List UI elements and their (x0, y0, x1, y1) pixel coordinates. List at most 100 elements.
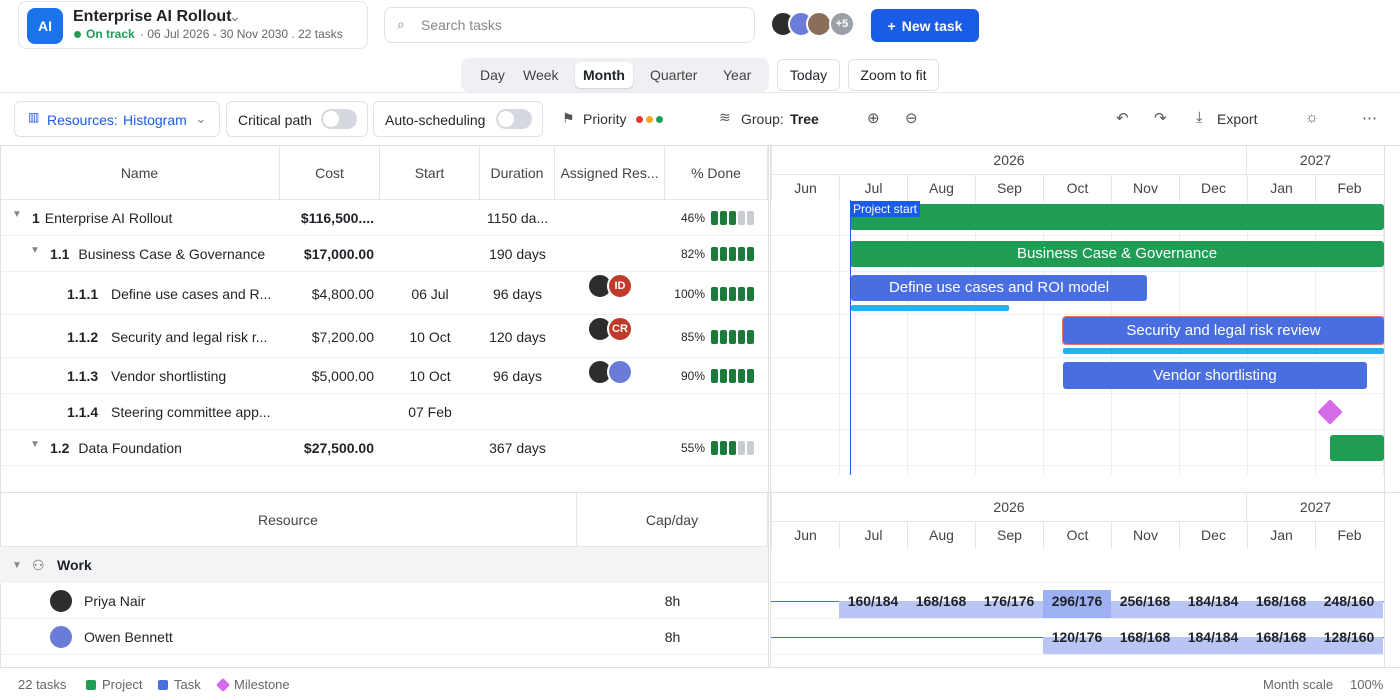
resource-avatar (48, 624, 74, 650)
progress-segment (720, 286, 727, 301)
critical-path-toggle[interactable]: Critical path (226, 101, 368, 137)
task-duration: 96 days (492, 285, 543, 302)
redo-button[interactable]: ↷ (1154, 110, 1167, 127)
expand-caret[interactable]: ▼ (12, 560, 22, 571)
bar-label: Define use cases and ROI model (888, 279, 1110, 296)
undo-button[interactable]: ↶ (1116, 110, 1129, 127)
grid-body: ▼ 1 Enterprise AI Rollout $116,500.... 1150 … (0, 200, 770, 475)
more-button[interactable]: ⋯ (1362, 110, 1377, 127)
task-number: 1.1.1 (67, 285, 99, 302)
load-bar (839, 601, 907, 618)
month-label: Aug (907, 521, 975, 548)
auto-scheduling-toggle[interactable]: Auto-scheduling (373, 101, 543, 137)
percent-done: 100% (674, 286, 705, 301)
task-name: Enterprise AI Rollout (44, 210, 173, 226)
view-action[interactable]: Today (777, 59, 840, 91)
theme-button[interactable]: ☼ (1305, 109, 1319, 126)
task-start: 07 Feb (408, 404, 452, 420)
column-header: Duration (480, 146, 555, 200)
month-grid-line (1043, 200, 1044, 475)
expand-caret[interactable]: ▼ (30, 439, 40, 450)
row-border (0, 465, 770, 466)
view-option[interactable]: Year (723, 67, 752, 83)
percent-done: 82% (680, 247, 705, 261)
progress-segment (738, 369, 745, 383)
view-option[interactable]: Quarter (650, 67, 698, 83)
month-grid-line (907, 200, 908, 475)
task-name: Business Case & Governance (78, 246, 266, 262)
month-label: Sep (975, 174, 1043, 201)
task-name: Data Foundation (78, 440, 182, 456)
project-bar[interactable] (850, 204, 1384, 230)
progress-segment (729, 211, 736, 225)
new-task-button[interactable]: + New task (871, 9, 979, 42)
view-option[interactable]: Week (523, 67, 559, 83)
row-border (0, 235, 770, 236)
progress-segment (711, 211, 718, 225)
row-border (0, 393, 770, 394)
view-option[interactable]: Day (480, 67, 505, 83)
progress-segment (747, 369, 754, 383)
progress-segment (747, 211, 754, 225)
download-button[interactable]: ⤓ (1196, 109, 1203, 126)
load-label: 168/168 (915, 593, 967, 609)
project-bar[interactable]: Business Case & Governance (850, 241, 1384, 267)
year-label: 2027 (1246, 146, 1384, 174)
caret: ⌄ (195, 110, 207, 126)
layers-icon: ≋ (719, 109, 731, 125)
project-bar[interactable] (1330, 435, 1384, 461)
grid-outline (0, 146, 1, 668)
priority-dot (636, 116, 643, 123)
month-label: Nov (1111, 521, 1179, 548)
more-people: +5 (829, 11, 855, 37)
legend-swatch (215, 677, 231, 693)
divider (0, 475, 1400, 493)
task-name: Define use cases and R... (111, 285, 272, 302)
column-header: Start (380, 146, 480, 200)
task-duration: 96 days (492, 368, 543, 384)
view-option[interactable]: Month (575, 62, 633, 88)
month-label: Aug (907, 174, 975, 201)
new-task-label: New task (901, 17, 963, 34)
row-border (770, 465, 1384, 466)
group-name: Work (57, 557, 92, 573)
load-label: 160/184 (847, 593, 899, 609)
export-button[interactable]: Export (1217, 111, 1258, 127)
load-label: 168/168 (1255, 629, 1307, 645)
priority-dot (656, 116, 663, 123)
expand-caret[interactable]: ▼ (30, 245, 40, 256)
task-bar[interactable]: Security and legal risk review (1062, 316, 1384, 345)
priority-button[interactable]: Priority (583, 111, 627, 127)
month-label: Sep (975, 521, 1043, 548)
task-name: Steering committee app... (111, 404, 271, 420)
zoom-in-button[interactable]: ⊕ (867, 110, 880, 127)
task-bar[interactable]: Vendor shortlisting (1063, 362, 1367, 389)
percent-done: 90% (680, 369, 705, 383)
load-label: 120/176 (1051, 629, 1103, 645)
group-label[interactable]: Group: (741, 111, 784, 127)
flag-icon: ⚑ (562, 110, 575, 126)
search-box[interactable]: ⌕ Search tasks (384, 7, 755, 43)
group-value[interactable]: Tree (790, 111, 819, 127)
load-bar (1111, 637, 1179, 654)
year-label: 2026 (771, 146, 1246, 174)
load-label: 296/176 (1051, 593, 1103, 609)
critical-path-label: Critical path (238, 112, 312, 128)
month-label: Jun (771, 521, 839, 548)
month-label: Dec (1179, 521, 1247, 548)
resource-name: Owen Bennett (84, 629, 173, 645)
task-bar[interactable]: Define use cases and ROI model (851, 275, 1147, 301)
group-icon: ⚇ (32, 557, 45, 573)
column-header: Name (0, 146, 280, 200)
expand-caret[interactable]: ▼ (12, 209, 22, 220)
load-label: 128/160 (1323, 629, 1375, 645)
task-number: 1.1.3 (67, 368, 99, 384)
view-action[interactable]: Zoom to fit (848, 59, 939, 91)
progress-segment (711, 369, 718, 383)
assignee-avatar: CR (607, 316, 633, 342)
zoom-label: 100% (1350, 677, 1384, 692)
project-card[interactable]: AI Enterprise AI Rollout ⌄ On track · 06 Jul… (18, 1, 368, 49)
month-label: Jan (1247, 174, 1315, 201)
zoom-out-button[interactable]: ⊖ (905, 110, 918, 127)
resources-button[interactable]: ▥ Resources: Histogram ⌄ (14, 101, 220, 137)
